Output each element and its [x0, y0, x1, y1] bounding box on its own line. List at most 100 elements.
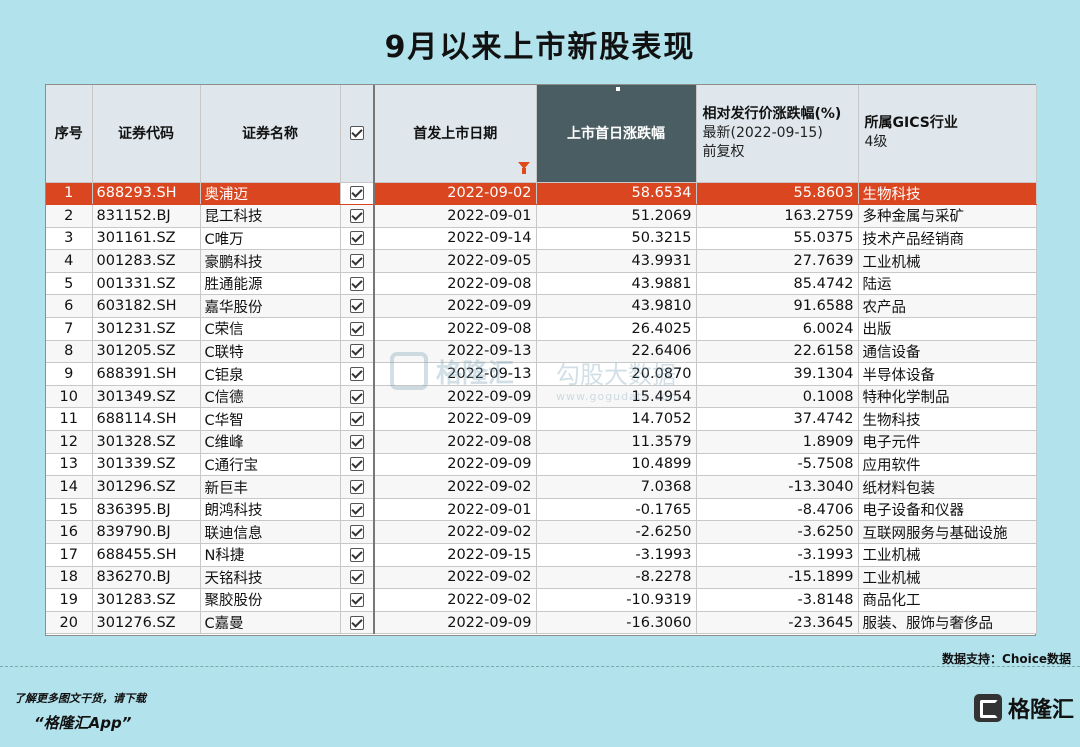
- row-seq[interactable]: 11: [46, 407, 93, 432]
- row-seq[interactable]: 1: [46, 182, 93, 206]
- row-code[interactable]: 301349.SZ: [92, 385, 201, 409]
- table-row[interactable]: 9 688391.SH C钜泉 2022-09-13 20.0870 39.1304 半导体…: [46, 362, 1037, 386]
- row-first-day-change[interactable]: 43.9810: [536, 294, 697, 319]
- row-industry[interactable]: 出版: [858, 317, 1037, 341]
- row-seq[interactable]: 20: [46, 611, 93, 635]
- row-industry[interactable]: 技术产品经销商: [858, 227, 1037, 251]
- row-ipo-date[interactable]: 2022-09-14: [374, 227, 537, 251]
- row-checkbox[interactable]: [340, 204, 375, 228]
- row-first-day-change[interactable]: 50.3215: [536, 227, 697, 251]
- row-name[interactable]: N科捷: [200, 543, 341, 567]
- row-industry[interactable]: 多种金属与采矿: [858, 204, 1037, 228]
- row-relative-change[interactable]: -3.8148: [696, 588, 859, 612]
- row-code[interactable]: 001331.SZ: [92, 272, 201, 296]
- checkbox-checked-icon[interactable]: [349, 502, 364, 517]
- row-relative-change[interactable]: -13.3040: [696, 475, 859, 499]
- table-row[interactable]: 3 301161.SZ C唯万 2022-09-14 50.3215 55.0375 技术产…: [46, 227, 1037, 251]
- row-seq[interactable]: 12: [46, 430, 93, 454]
- row-name[interactable]: C华智: [200, 407, 341, 432]
- row-name[interactable]: C钜泉: [200, 362, 341, 386]
- row-checkbox[interactable]: [340, 272, 375, 296]
- row-industry[interactable]: 半导体设备: [858, 362, 1037, 386]
- row-ipo-date[interactable]: 2022-09-09: [374, 385, 537, 409]
- row-name[interactable]: 胜通能源: [200, 272, 341, 296]
- row-ipo-date[interactable]: 2022-09-09: [374, 611, 537, 635]
- row-industry[interactable]: 商品化工: [858, 588, 1037, 612]
- row-checkbox[interactable]: [340, 340, 375, 364]
- row-industry[interactable]: 通信设备: [858, 340, 1037, 364]
- row-code[interactable]: 301161.SZ: [92, 227, 201, 251]
- row-name[interactable]: C通行宝: [200, 453, 341, 477]
- row-checkbox[interactable]: [340, 543, 375, 567]
- row-industry[interactable]: 陆运: [858, 272, 1037, 296]
- header-ipo-date[interactable]: 首发上市日期: [374, 85, 537, 183]
- row-name[interactable]: 豪鹏科技: [200, 249, 341, 273]
- row-first-day-change[interactable]: 26.4025: [536, 317, 697, 341]
- checkbox-checked-icon[interactable]: [349, 592, 364, 607]
- row-code[interactable]: 836395.BJ: [92, 498, 201, 522]
- row-relative-change[interactable]: -15.1899: [696, 566, 859, 590]
- row-name[interactable]: 奥浦迈: [200, 182, 341, 206]
- checkbox-checked-icon[interactable]: [349, 208, 364, 223]
- row-code[interactable]: 301283.SZ: [92, 588, 201, 612]
- row-relative-change[interactable]: -23.3645: [696, 611, 859, 635]
- row-ipo-date[interactable]: 2022-09-08: [374, 317, 537, 341]
- row-seq[interactable]: 10: [46, 385, 93, 409]
- row-ipo-date[interactable]: 2022-09-02: [374, 566, 537, 590]
- row-name[interactable]: 昆工科技: [200, 204, 341, 228]
- row-code[interactable]: 301296.SZ: [92, 475, 201, 499]
- row-checkbox[interactable]: [340, 430, 375, 454]
- header-code[interactable]: 证券代码: [92, 85, 201, 183]
- row-first-day-change[interactable]: 20.0870: [536, 362, 697, 386]
- row-seq[interactable]: 18: [46, 566, 93, 590]
- row-seq[interactable]: 6: [46, 294, 93, 319]
- row-relative-change[interactable]: 1.8909: [696, 430, 859, 454]
- checkbox-checked-icon[interactable]: [349, 321, 364, 336]
- header-seq[interactable]: 序号: [46, 85, 93, 183]
- table-row[interactable]: 10 301349.SZ C信德 2022-09-09 15.4954 0.1008 特种化…: [46, 385, 1037, 409]
- row-relative-change[interactable]: 85.4742: [696, 272, 859, 296]
- row-ipo-date[interactable]: 2022-09-01: [374, 498, 537, 522]
- row-industry[interactable]: 生物科技: [858, 182, 1037, 206]
- row-first-day-change[interactable]: 43.9881: [536, 272, 697, 296]
- table-row[interactable]: 13 301339.SZ C通行宝 2022-09-09 10.4899 -5.7508 应…: [46, 453, 1037, 477]
- row-industry[interactable]: 生物科技: [858, 407, 1037, 432]
- row-ipo-date[interactable]: 2022-09-08: [374, 272, 537, 296]
- table-row[interactable]: 16 839790.BJ 联迪信息 2022-09-02 -2.6250 -3.6250 互…: [46, 520, 1037, 544]
- checkbox-checked-icon[interactable]: [349, 276, 364, 291]
- row-first-day-change[interactable]: 22.6406: [536, 340, 697, 364]
- row-seq[interactable]: 4: [46, 249, 93, 273]
- row-code[interactable]: 839790.BJ: [92, 520, 201, 544]
- table-row[interactable]: 8 301205.SZ C联特 2022-09-13 22.6406 22.6158 通信设…: [46, 340, 1037, 364]
- header-check[interactable]: [340, 85, 375, 183]
- checkbox-checked-icon[interactable]: [349, 299, 364, 314]
- row-code[interactable]: 301339.SZ: [92, 453, 201, 477]
- row-seq[interactable]: 15: [46, 498, 93, 522]
- row-first-day-change[interactable]: 43.9931: [536, 249, 697, 273]
- row-name[interactable]: C维峰: [200, 430, 341, 454]
- filter-icon[interactable]: [517, 161, 530, 174]
- row-ipo-date[interactable]: 2022-09-05: [374, 249, 537, 273]
- row-relative-change[interactable]: 27.7639: [696, 249, 859, 273]
- row-industry[interactable]: 特种化学制品: [858, 385, 1037, 409]
- table-row[interactable]: 1 688293.SH 奥浦迈 2022-09-02 58.6534 55.8603 生物科…: [46, 182, 1037, 206]
- row-name[interactable]: C荣信: [200, 317, 341, 341]
- row-name[interactable]: 朗鸿科技: [200, 498, 341, 522]
- row-ipo-date[interactable]: 2022-09-09: [374, 294, 537, 319]
- row-industry[interactable]: 应用软件: [858, 453, 1037, 477]
- row-first-day-change[interactable]: -16.3060: [536, 611, 697, 635]
- row-seq[interactable]: 17: [46, 543, 93, 567]
- row-ipo-date[interactable]: 2022-09-09: [374, 453, 537, 477]
- select-all-checkbox-icon[interactable]: [349, 126, 364, 141]
- checkbox-checked-icon[interactable]: [349, 480, 364, 495]
- row-name[interactable]: C信德: [200, 385, 341, 409]
- checkbox-checked-icon[interactable]: [349, 231, 364, 246]
- row-first-day-change[interactable]: -0.1765: [536, 498, 697, 522]
- checkbox-checked-icon[interactable]: [349, 570, 364, 585]
- row-relative-change[interactable]: -8.4706: [696, 498, 859, 522]
- table-row[interactable]: 6 603182.SH 嘉华股份 2022-09-09 43.9810 91.6588 农产…: [46, 294, 1037, 319]
- table-row[interactable]: 7 301231.SZ C荣信 2022-09-08 26.4025 6.0024 出版: [46, 317, 1037, 341]
- row-checkbox[interactable]: [340, 182, 375, 206]
- row-code[interactable]: 831152.BJ: [92, 204, 201, 228]
- row-name[interactable]: C唯万: [200, 227, 341, 251]
